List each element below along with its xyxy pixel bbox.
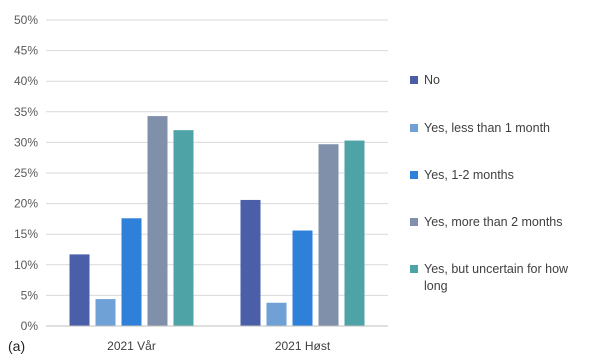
y-tick-label: 40% xyxy=(14,74,38,88)
x-tick-label: 2021 Vår xyxy=(107,339,156,353)
y-tick-label: 30% xyxy=(14,135,38,149)
y-tick-label: 25% xyxy=(14,166,38,180)
y-tick-label: 45% xyxy=(14,44,38,58)
legend-swatch-uncertain xyxy=(410,265,418,273)
legend-item-no: No xyxy=(410,72,586,89)
bar xyxy=(318,144,339,326)
legend-label-more-than-2-months: Yes, more than 2 months xyxy=(424,215,563,229)
bar xyxy=(147,116,168,326)
bar xyxy=(266,302,287,326)
x-tick-label: 2021 Høst xyxy=(275,339,331,353)
legend-label-uncertain: Yes, but uncertain for how long xyxy=(424,262,569,293)
bar xyxy=(121,218,142,326)
legend-swatch-no xyxy=(410,76,418,84)
bar xyxy=(344,140,365,326)
y-tick-label: 10% xyxy=(14,258,38,272)
bar xyxy=(292,230,313,326)
y-tick-label: 5% xyxy=(21,288,39,302)
panel-label: (a) xyxy=(8,338,26,354)
bar xyxy=(95,299,116,326)
legend-swatch-less-than-1-month xyxy=(410,124,418,132)
legend-item-more-than-2-months: Yes, more than 2 months xyxy=(410,214,586,231)
y-tick-label: 35% xyxy=(14,105,38,119)
legend-swatch-more-than-2-months xyxy=(410,218,418,226)
legend-item-less-than-1-month: Yes, less than 1 month xyxy=(410,120,586,137)
legend-label-no: No xyxy=(424,73,440,87)
legend-label-1-2-months: Yes, 1-2 months xyxy=(424,168,514,182)
legend-item-uncertain: Yes, but uncertain for how long xyxy=(410,261,586,295)
y-tick-label: 15% xyxy=(14,227,38,241)
legend-item-1-2-months: Yes, 1-2 months xyxy=(410,167,586,184)
bar xyxy=(173,130,194,326)
legend-label-less-than-1-month: Yes, less than 1 month xyxy=(424,121,551,135)
y-tick-label: 50% xyxy=(14,13,38,27)
bar xyxy=(240,199,261,326)
bar xyxy=(69,254,90,326)
y-tick-label: 20% xyxy=(14,197,38,211)
legend-swatch-1-2-months xyxy=(410,171,418,179)
y-tick-label: 0% xyxy=(21,319,39,333)
